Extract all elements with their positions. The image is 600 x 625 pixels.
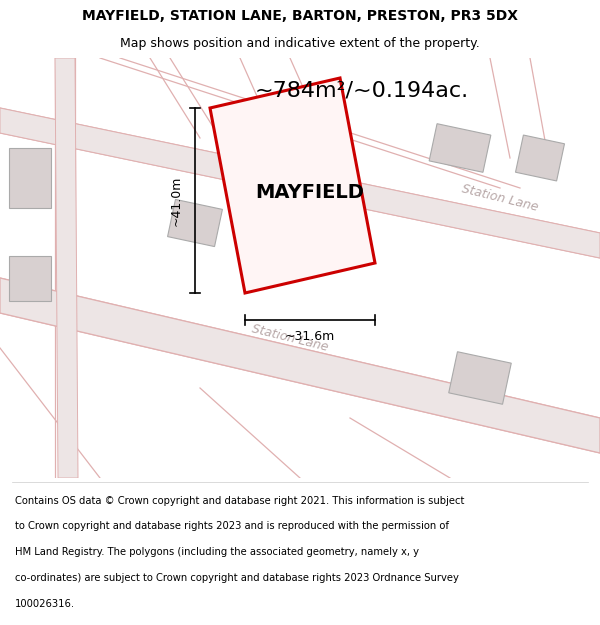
Polygon shape bbox=[9, 256, 51, 301]
Text: 100026316.: 100026316. bbox=[15, 599, 75, 609]
Text: Station Lane: Station Lane bbox=[460, 182, 539, 214]
Polygon shape bbox=[515, 135, 565, 181]
Text: ~31.6m: ~31.6m bbox=[285, 330, 335, 343]
Polygon shape bbox=[0, 278, 600, 453]
Text: Map shows position and indicative extent of the property.: Map shows position and indicative extent… bbox=[120, 37, 480, 50]
Text: ~41.0m: ~41.0m bbox=[170, 175, 183, 226]
Text: MAYFIELD: MAYFIELD bbox=[256, 184, 364, 203]
Polygon shape bbox=[236, 151, 304, 205]
Polygon shape bbox=[9, 148, 51, 208]
Polygon shape bbox=[210, 78, 375, 293]
Polygon shape bbox=[449, 352, 511, 404]
Text: ~784m²/~0.194ac.: ~784m²/~0.194ac. bbox=[255, 80, 469, 100]
Text: Contains OS data © Crown copyright and database right 2021. This information is : Contains OS data © Crown copyright and d… bbox=[15, 496, 464, 506]
Polygon shape bbox=[429, 124, 491, 172]
Polygon shape bbox=[167, 199, 223, 247]
Text: co-ordinates) are subject to Crown copyright and database rights 2023 Ordnance S: co-ordinates) are subject to Crown copyr… bbox=[15, 573, 459, 583]
Text: Station Lane: Station Lane bbox=[250, 322, 329, 354]
Text: HM Land Registry. The polygons (including the associated geometry, namely x, y: HM Land Registry. The polygons (includin… bbox=[15, 547, 419, 557]
Polygon shape bbox=[55, 58, 78, 478]
Text: to Crown copyright and database rights 2023 and is reproduced with the permissio: to Crown copyright and database rights 2… bbox=[15, 521, 449, 531]
Polygon shape bbox=[0, 108, 600, 258]
Text: MAYFIELD, STATION LANE, BARTON, PRESTON, PR3 5DX: MAYFIELD, STATION LANE, BARTON, PRESTON,… bbox=[82, 9, 518, 23]
